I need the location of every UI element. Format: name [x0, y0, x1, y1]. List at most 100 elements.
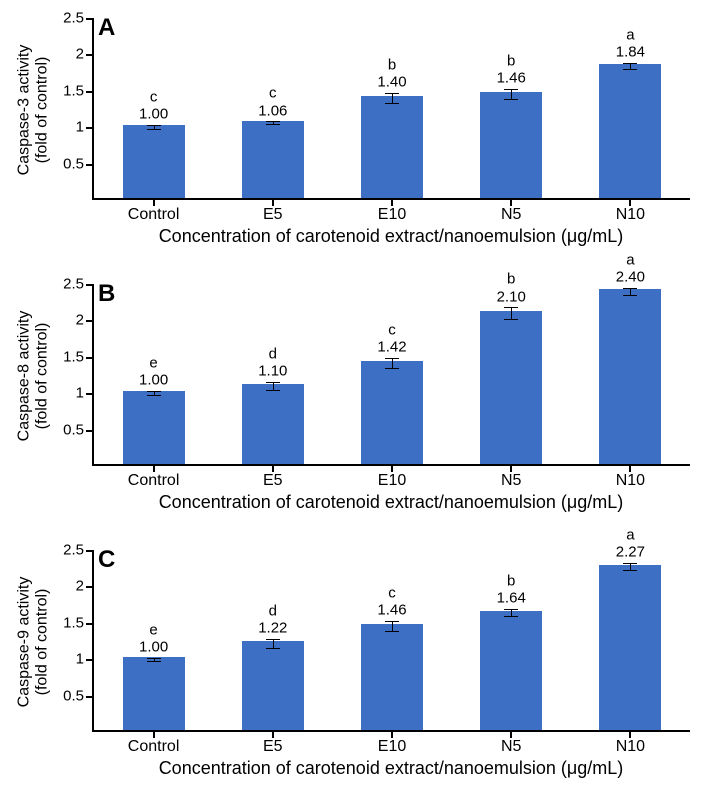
- x-tick: [272, 730, 274, 738]
- error-bar-cap-top: [504, 307, 518, 308]
- x-tick-label: E10: [378, 472, 406, 490]
- bar-value: 1.42: [377, 338, 406, 355]
- x-tick: [153, 730, 155, 738]
- error-bar-cap-bottom: [504, 616, 518, 617]
- y-axis-label: Caspase-8 activity(fold of control): [15, 311, 50, 442]
- error-bar-cap-top: [504, 609, 518, 610]
- bar: [480, 311, 542, 464]
- x-tick-label: N10: [616, 472, 645, 490]
- x-tick: [272, 198, 274, 206]
- error-bar-cap-bottom: [385, 368, 399, 369]
- error-bar-stem: [511, 609, 512, 616]
- x-tick-label: Control: [128, 206, 180, 224]
- error-bar-stem: [273, 382, 274, 391]
- x-tick: [391, 464, 393, 472]
- panel-a: Caspase-3 activity(fold of control) 0.5 1 1…: [12, 12, 710, 258]
- error-bar-stem: [392, 358, 393, 368]
- x-tick: [629, 464, 631, 472]
- error-bar-cap-bottom: [147, 395, 161, 396]
- y-tick-label: 0.5: [63, 421, 84, 438]
- y-tick-label: 1: [76, 119, 84, 136]
- y-tick: [86, 54, 94, 56]
- significance-letter: e: [139, 621, 168, 638]
- x-tick: [510, 198, 512, 206]
- bar-value: 1.00: [139, 638, 168, 655]
- bar-label: d1.10: [258, 345, 287, 380]
- panel-c: Caspase-9 activity(fold of control) 0.511…: [12, 544, 710, 790]
- y-tick: [86, 284, 94, 286]
- bar: [242, 641, 304, 730]
- y-axis-label-group: Caspase-9 activity(fold of control): [12, 552, 54, 732]
- error-bar-cap-bottom: [147, 129, 161, 130]
- bar-label: a2.40: [616, 251, 645, 286]
- y-tick: [86, 430, 94, 432]
- y-tick: [86, 586, 94, 588]
- significance-letter: c: [377, 584, 406, 601]
- x-tick: [153, 198, 155, 206]
- plot-area: 0.511.522.5Controle1.00E5d1.22E10c1.46N5…: [92, 550, 690, 732]
- bar-value: 1.00: [139, 372, 168, 389]
- bar-label: d1.22: [258, 602, 287, 637]
- significance-letter: c: [258, 85, 287, 102]
- x-tick-label: E10: [378, 738, 406, 756]
- y-tick: [86, 91, 94, 93]
- x-tick: [629, 198, 631, 206]
- error-bar-cap-bottom: [623, 570, 637, 571]
- significance-letter: d: [258, 602, 287, 619]
- y-axis-label-line2: (fold of control): [33, 323, 50, 430]
- error-bar-cap-bottom: [385, 103, 399, 104]
- error-bar-cap-top: [147, 391, 161, 392]
- x-tick-label: Control: [128, 738, 180, 756]
- y-tick: [86, 623, 94, 625]
- error-bar-cap-bottom: [266, 390, 280, 391]
- error-bar-cap-top: [385, 621, 399, 622]
- bar-label: a1.84: [616, 27, 645, 62]
- y-axis-label-line1: Caspase-3 activity: [15, 45, 32, 176]
- x-tick-label: N10: [616, 206, 645, 224]
- x-tick: [510, 464, 512, 472]
- x-tick-label: E5: [263, 206, 283, 224]
- significance-letter: a: [616, 251, 645, 268]
- error-bar-cap-top: [147, 658, 161, 659]
- error-bar-cap-bottom: [147, 661, 161, 662]
- bar-value: 1.40: [377, 74, 406, 91]
- bar: [123, 391, 185, 464]
- bar-value: 2.40: [616, 268, 645, 285]
- y-tick: [86, 550, 94, 552]
- bar: [361, 624, 423, 730]
- bar: [361, 361, 423, 464]
- y-tick: [86, 127, 94, 129]
- bar-label: e1.00: [139, 355, 168, 390]
- y-tick-label: 2.5: [63, 276, 84, 293]
- y-axis-label-group: Caspase-8 activity(fold of control): [12, 286, 54, 466]
- error-bar-stem: [511, 89, 512, 99]
- bar-label: c1.06: [258, 85, 287, 120]
- error-bar-stem: [511, 307, 512, 319]
- y-tick-label: 0.5: [63, 687, 84, 704]
- bar-label: c1.42: [377, 321, 406, 356]
- y-axis-label: Caspase-9 activity(fold of control): [15, 577, 50, 708]
- bar-value: 1.00: [139, 106, 168, 123]
- x-tick-label: N5: [501, 738, 521, 756]
- x-tick: [391, 730, 393, 738]
- error-bar-stem: [630, 563, 631, 570]
- error-bar-stem: [392, 621, 393, 631]
- error-bar-cap-bottom: [504, 319, 518, 320]
- error-bar-cap-top: [623, 63, 637, 64]
- x-tick-label: E5: [263, 472, 283, 490]
- error-bar-cap-bottom: [623, 295, 637, 296]
- significance-letter: c: [377, 321, 406, 338]
- y-tick-label: 0.5: [63, 155, 84, 172]
- error-bar-cap-top: [385, 358, 399, 359]
- y-tick-label: 2.5: [63, 542, 84, 559]
- bar: [123, 657, 185, 730]
- x-axis-label: Concentration of carotenoid extract/nano…: [92, 492, 690, 513]
- x-tick-label: N5: [501, 472, 521, 490]
- y-tick: [86, 320, 94, 322]
- y-axis-label-line2: (fold of control): [33, 57, 50, 164]
- x-tick-label: N10: [616, 738, 645, 756]
- error-bar-cap-top: [266, 121, 280, 122]
- bar: [242, 121, 304, 198]
- error-bar-cap-top: [623, 563, 637, 564]
- significance-letter: b: [377, 56, 406, 73]
